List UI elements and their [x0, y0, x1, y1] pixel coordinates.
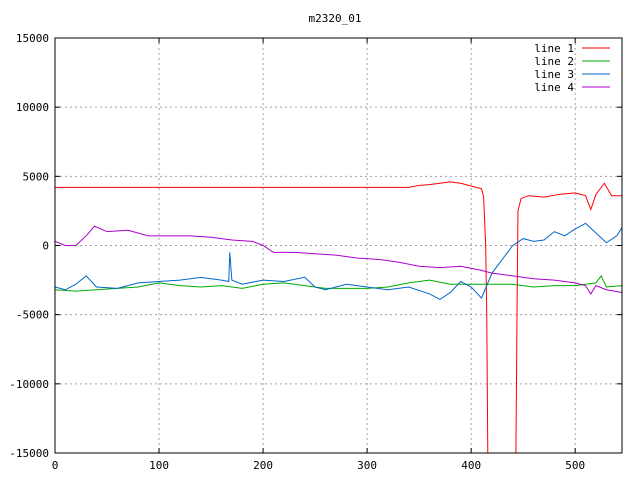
series-lines — [55, 181, 622, 453]
x-tick-label: 0 — [52, 459, 59, 472]
x-tick-label: 400 — [461, 459, 481, 472]
y-tick-label: -10000 — [9, 378, 49, 391]
legend-label-3: line 3 — [534, 68, 574, 81]
y-tick-label: 5000 — [23, 170, 50, 183]
y-tick-label: 15000 — [16, 32, 49, 45]
series-line-2 — [55, 274, 622, 292]
legend-label-2: line 2 — [534, 55, 574, 68]
y-tick-label: 0 — [42, 240, 49, 253]
chart-title: m2320_01 — [309, 12, 362, 25]
x-tick-label: 500 — [565, 459, 585, 472]
legend-label-4: line 4 — [534, 81, 574, 94]
legend-label-1: line 1 — [534, 42, 574, 55]
y-tick-label: -15000 — [9, 447, 49, 460]
y-tick-label: 10000 — [16, 101, 49, 114]
x-tick-label: 200 — [253, 459, 273, 472]
y-tick-label: -5000 — [16, 309, 49, 322]
grid-lines — [55, 38, 622, 453]
series-line-4 — [55, 225, 622, 295]
series-line-3 — [55, 222, 622, 301]
x-tick-label: 300 — [357, 459, 377, 472]
x-tick-label: 100 — [149, 459, 169, 472]
series-line-1 — [55, 181, 622, 453]
axis-ticks: 0 100 200 300 400 500 -15000 -10000 -5000 0 5000 10… — [9, 32, 622, 472]
